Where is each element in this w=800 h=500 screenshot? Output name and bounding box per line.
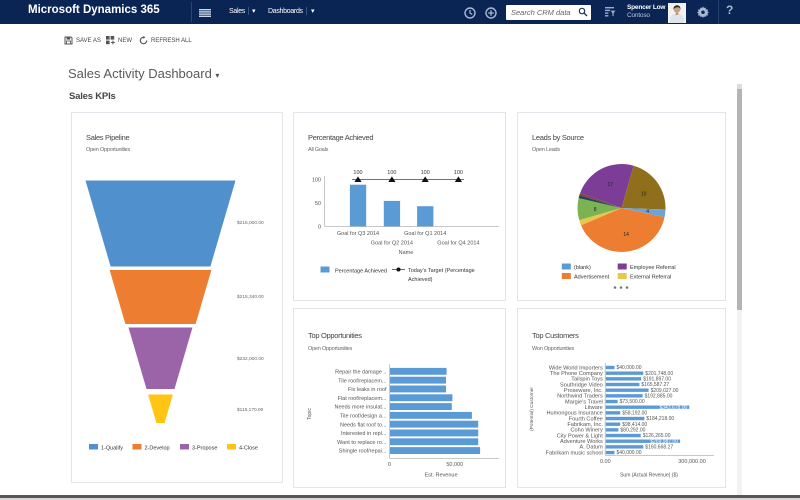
- svg-text:(Potential) Customer: (Potential) Customer: [529, 387, 535, 431]
- svg-text:Goal for Q2 2014: Goal for Q2 2014: [371, 241, 413, 247]
- svg-text:Humongous Insurance: Humongous Insurance: [547, 411, 603, 417]
- svg-text:$58,192.00: $58,192.00: [622, 410, 647, 416]
- svg-text:300,000.00: 300,000.00: [678, 459, 706, 465]
- svg-text:4: 4: [646, 209, 649, 215]
- svg-text:$269,987.00: $269,987.00: [650, 439, 678, 445]
- svg-text:Fabrikam, Inc.: Fabrikam, Inc.: [567, 422, 603, 428]
- svg-text:10: 10: [641, 192, 647, 198]
- svg-text:Wide World Importers: Wide World Importers: [549, 365, 603, 371]
- svg-text:Coho Winery: Coho Winery: [570, 428, 603, 434]
- svg-text:Topic: Topic: [307, 408, 313, 420]
- svg-text:Repair the damage ..: Repair the damage ..: [335, 370, 387, 376]
- svg-text:Name: Name: [399, 250, 414, 256]
- svg-text:The Phone Company: The Phone Company: [550, 371, 603, 377]
- svg-text:$209,027.00: $209,027.00: [651, 388, 679, 394]
- svg-text:City Power & Light: City Power & Light: [557, 433, 603, 439]
- svg-text:$40,000.00: $40,000.00: [617, 450, 642, 456]
- svg-text:Litware: Litware: [585, 405, 603, 411]
- svg-text:Est. Revenue: Est. Revenue: [424, 473, 457, 479]
- svg-text:Fix leaks in roof: Fix leaks in roof: [348, 387, 387, 393]
- svg-text:17: 17: [608, 182, 614, 188]
- svg-text:Achieved): Achieved): [408, 277, 433, 283]
- svg-text:Shingle roof/repai...: Shingle roof/repai...: [339, 449, 387, 455]
- svg-text:Flat roof/replacem...: Flat roof/replacem...: [338, 396, 387, 402]
- svg-text:$215,340.00: $215,340.00: [237, 294, 264, 300]
- svg-text:Northwind Traders: Northwind Traders: [557, 394, 603, 400]
- svg-text:50,000: 50,000: [446, 462, 463, 468]
- svg-text:Adventure Works: Adventure Works: [560, 439, 603, 445]
- svg-text:1-Qualify: 1-Qualify: [101, 445, 123, 451]
- svg-text:100: 100: [454, 170, 463, 176]
- svg-text:14: 14: [623, 232, 629, 238]
- svg-text:50: 50: [315, 201, 321, 207]
- svg-text:4-Close: 4-Close: [239, 445, 258, 451]
- svg-text:$184,218.00: $184,218.00: [646, 416, 674, 422]
- svg-text:Want to replace ro...: Want to replace ro...: [337, 440, 387, 446]
- svg-text:$116,170.00: $116,170.00: [237, 407, 264, 413]
- svg-text:$73,500.00: $73,500.00: [620, 399, 645, 405]
- svg-text:$160,668.27: $160,668.27: [645, 444, 673, 450]
- svg-text:Percentage Achieved: Percentage Achieved: [335, 269, 387, 275]
- svg-text:(blank): (blank): [574, 265, 591, 271]
- svg-text:Goal for Q3 2014: Goal for Q3 2014: [337, 231, 379, 237]
- svg-text:Goal for Q1 2014: Goal for Q1 2014: [404, 231, 446, 237]
- svg-text:Fabrikam music school: Fabrikam music school: [546, 450, 603, 456]
- svg-text:2-Develop: 2-Develop: [145, 445, 170, 451]
- svg-text:A. Datum: A. Datum: [579, 445, 603, 451]
- svg-text:0.00: 0.00: [600, 459, 611, 465]
- svg-text:100: 100: [312, 178, 321, 184]
- svg-text:Tile roof/replacem...: Tile roof/replacem...: [338, 378, 387, 384]
- svg-text:Southridge Video: Southridge Video: [560, 382, 603, 388]
- svg-text:0: 0: [318, 225, 321, 231]
- svg-text:Margie's Travel: Margie's Travel: [565, 399, 603, 405]
- svg-text:8: 8: [594, 207, 597, 213]
- svg-text:Employee Referral: Employee Referral: [630, 265, 676, 271]
- svg-text:$40,000.00: $40,000.00: [617, 365, 642, 371]
- svg-text:100: 100: [421, 170, 430, 176]
- svg-text:$126,265.00: $126,265.00: [643, 433, 671, 439]
- svg-text:$192,885.00: $192,885.00: [645, 393, 673, 399]
- svg-text:0: 0: [388, 462, 391, 468]
- svg-text:$80,292.00: $80,292.00: [620, 427, 645, 433]
- svg-text:Advertisement: Advertisement: [574, 275, 610, 281]
- svg-text:$201,748.00: $201,748.00: [645, 371, 673, 377]
- svg-text:100: 100: [387, 170, 396, 176]
- svg-text:$98,414.00: $98,414.00: [622, 422, 647, 428]
- svg-text:Fourth Coffee: Fourth Coffee: [569, 416, 603, 422]
- svg-text:External Referral: External Referral: [630, 275, 671, 281]
- svg-text:$343,678.00: $343,678.00: [659, 405, 687, 411]
- svg-text:$232,000.00: $232,000.00: [237, 356, 264, 362]
- svg-text:$191,897.00: $191,897.00: [643, 376, 671, 382]
- svg-text:Needs flat roof to...: Needs flat roof to...: [340, 422, 387, 428]
- svg-text:$215,000.00: $215,000.00: [237, 220, 264, 226]
- svg-text:3-Propose: 3-Propose: [192, 445, 217, 451]
- svg-text:Goal for Q4 2014: Goal for Q4 2014: [437, 241, 479, 247]
- svg-text:Today's Target (Percentage: Today's Target (Percentage: [408, 268, 475, 274]
- svg-text:Needs more insulat...: Needs more insulat...: [335, 405, 387, 411]
- svg-text:Interested in repl...: Interested in repl...: [341, 431, 387, 437]
- svg-text:Tailspin Toys: Tailspin Toys: [571, 377, 603, 383]
- svg-text:Proseware, Inc.: Proseware, Inc.: [564, 388, 603, 394]
- svg-text:100: 100: [353, 170, 362, 176]
- svg-text:Sum (Actual Revenue) ($): Sum (Actual Revenue) ($): [620, 473, 678, 479]
- svg-text:$165,587.27: $165,587.27: [641, 382, 669, 388]
- svg-text:Tile roof/design a...: Tile roof/design a...: [340, 414, 387, 420]
